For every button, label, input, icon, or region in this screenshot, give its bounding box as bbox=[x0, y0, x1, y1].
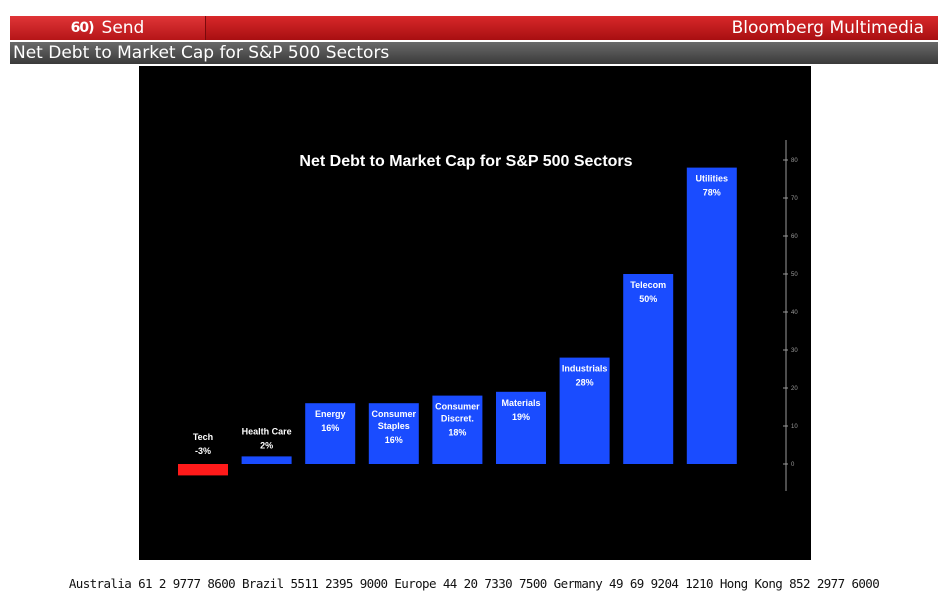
bar bbox=[686, 167, 737, 464]
category-label: Energy bbox=[315, 409, 346, 419]
value-label: -3% bbox=[195, 446, 211, 456]
send-icon: 60) bbox=[70, 20, 95, 36]
y-tick-label: 50 bbox=[791, 272, 798, 278]
category-label: Consumer bbox=[372, 409, 417, 419]
bar bbox=[305, 403, 356, 464]
chart: Net Debt to Market Cap for S&P 500 Secto… bbox=[178, 140, 798, 491]
value-label: 78% bbox=[703, 188, 721, 198]
footer-contacts: Australia 61 2 9777 8600 Brazil 5511 239… bbox=[68, 576, 880, 591]
bar bbox=[241, 456, 292, 464]
category-label: Health Care bbox=[242, 426, 292, 436]
top-bar: 60) Send Bloomberg Multimedia bbox=[10, 16, 938, 40]
y-tick-label: 0 bbox=[791, 462, 795, 468]
bar bbox=[559, 357, 610, 464]
category-label: Materials bbox=[501, 398, 540, 408]
category-label: Tech bbox=[193, 432, 213, 442]
value-label: 19% bbox=[512, 412, 530, 422]
send-label: Send bbox=[101, 18, 145, 38]
y-tick-label: 60 bbox=[791, 234, 798, 240]
category-label: Utilities bbox=[696, 174, 729, 184]
bar bbox=[368, 403, 419, 464]
y-tick-label: 10 bbox=[791, 424, 798, 430]
value-label: 2% bbox=[260, 440, 273, 450]
bar bbox=[432, 395, 483, 464]
category-label: Discret. bbox=[441, 414, 474, 424]
bars: Tech -3% Health Care 2% Energy 16% Consumer Sta… bbox=[178, 167, 737, 476]
value-label: 16% bbox=[321, 423, 339, 433]
chart-title: Net Debt to Market Cap for S&P 500 Secto… bbox=[299, 153, 632, 170]
category-label: Industrials bbox=[562, 364, 608, 374]
value-label: 28% bbox=[576, 378, 594, 388]
y-tick-label: 40 bbox=[791, 310, 798, 316]
value-label: 16% bbox=[385, 435, 403, 445]
bar bbox=[496, 391, 546, 464]
y-tick-label: 70 bbox=[791, 196, 798, 202]
bar bbox=[623, 274, 674, 464]
category-label: Telecom bbox=[630, 280, 666, 290]
value-label: 50% bbox=[639, 294, 657, 304]
category-label: Consumer bbox=[435, 402, 480, 412]
category-label: Staples bbox=[378, 421, 410, 431]
y-tick-label: 80 bbox=[791, 158, 798, 164]
page-title: Net Debt to Market Cap for S&P 500 Secto… bbox=[10, 42, 938, 64]
y-axis: 0 10 20 30 40 50 60 70 80 bbox=[783, 140, 798, 491]
bar bbox=[178, 464, 228, 476]
y-tick-label: 30 bbox=[791, 348, 798, 354]
value-label: 18% bbox=[448, 428, 466, 438]
send-button[interactable]: 60) Send bbox=[10, 16, 206, 40]
chart-panel: Net Debt to Market Cap for S&P 500 Secto… bbox=[139, 66, 811, 560]
brand-label: Bloomberg Multimedia bbox=[731, 18, 924, 38]
y-tick-label: 20 bbox=[791, 386, 798, 392]
